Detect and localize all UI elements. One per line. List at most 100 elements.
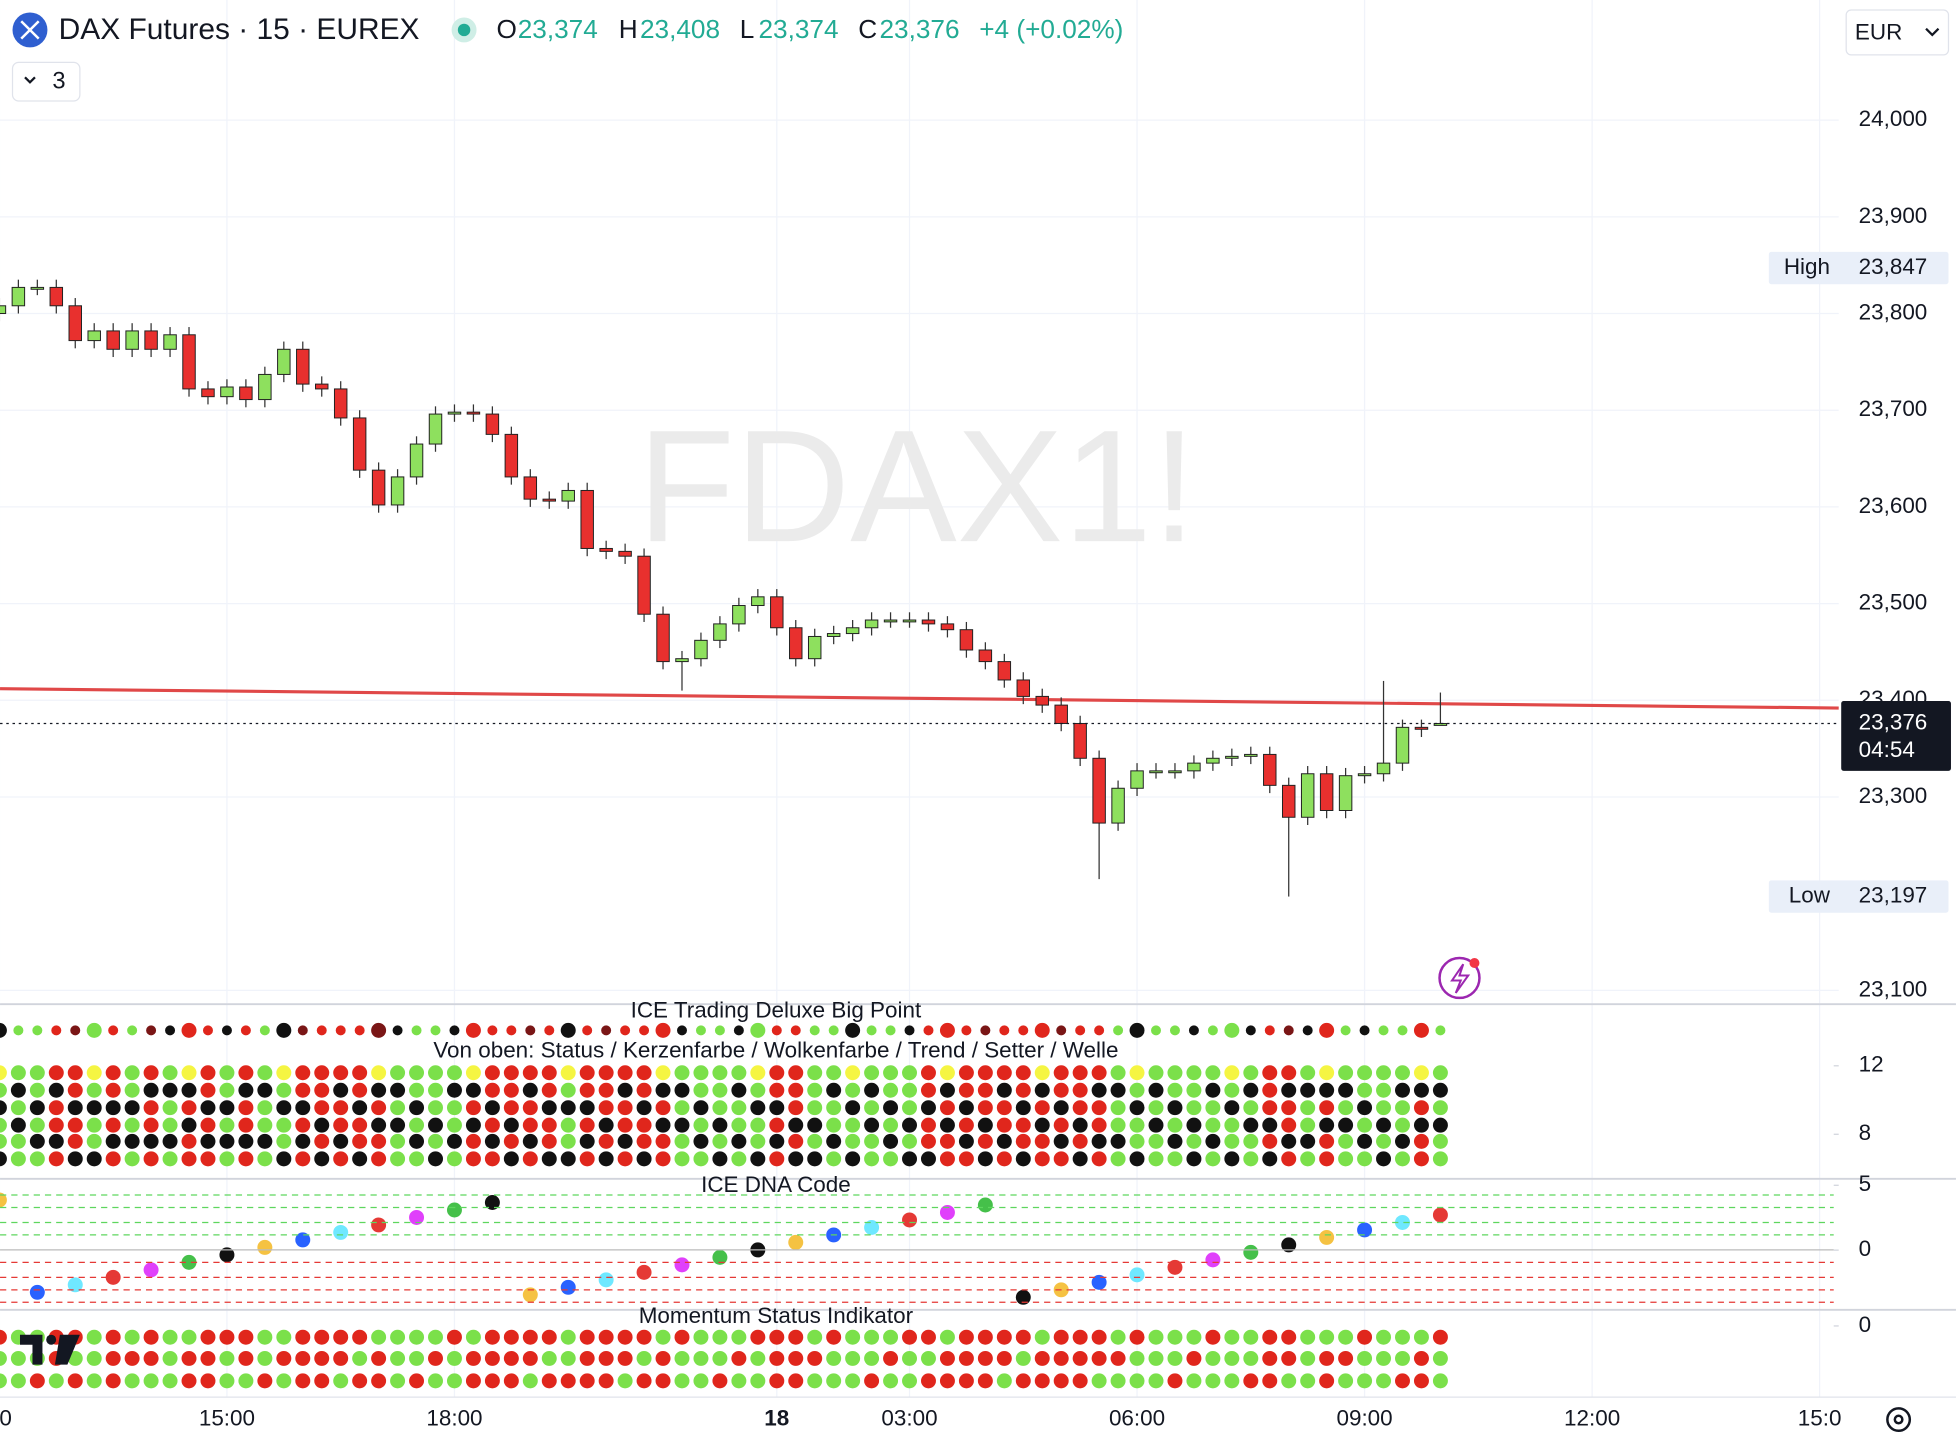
- indicator-dot: [522, 1151, 538, 1167]
- indicator-dot: [788, 1234, 804, 1250]
- indicator-dot: [731, 1082, 747, 1098]
- indicator-dot: [257, 1329, 273, 1345]
- indicator-dot: [636, 1264, 652, 1280]
- indicator-dot: [1413, 1022, 1429, 1038]
- indicator-dot: [465, 1350, 481, 1366]
- indicator-dot: [10, 1065, 26, 1081]
- indicator-dot: [409, 1209, 425, 1225]
- indicator-dot: [257, 1151, 273, 1167]
- indicator-dot: [939, 1329, 955, 1345]
- alert-button[interactable]: [1438, 956, 1481, 1000]
- indicator-dot: [1338, 1082, 1354, 1098]
- indicator-dot: [977, 1082, 993, 1098]
- indicator-dot: [487, 1025, 498, 1036]
- y-tick-label: 23,100: [1859, 976, 1928, 1001]
- indicator-dot: [257, 1350, 273, 1366]
- indicator-dot: [1357, 1117, 1373, 1133]
- indicator-dot: [10, 1133, 26, 1149]
- indicator-dot: [750, 1065, 766, 1081]
- indicator-dot: [1186, 1065, 1202, 1081]
- candle-body: [0, 305, 7, 315]
- candle-body: [1073, 722, 1087, 759]
- settings-button[interactable]: [1886, 1407, 1912, 1433]
- indicator-dot: [617, 1350, 633, 1366]
- indicator-dot: [731, 1133, 747, 1149]
- indicator-dot: [1015, 1151, 1031, 1167]
- indicator-dot: [354, 1025, 365, 1036]
- indicator-dot: [333, 1373, 349, 1389]
- candle-body: [1376, 762, 1391, 775]
- indicator-dot: [541, 1329, 557, 1345]
- indicator-dot: [484, 1151, 500, 1167]
- indicator-dot: [219, 1373, 235, 1389]
- indicator-dot: [674, 1329, 690, 1345]
- indicator-dot: [996, 1151, 1012, 1167]
- indicator-dot: [390, 1350, 406, 1366]
- indicator-dot: [1148, 1082, 1164, 1098]
- indicator-dot: [864, 1350, 880, 1366]
- indicator-dot: [1224, 1082, 1240, 1098]
- indicator-dot: [200, 1151, 216, 1167]
- indicator-dot: [105, 1065, 121, 1081]
- indicator-dot: [712, 1249, 728, 1265]
- indicator-dot: [1075, 1025, 1086, 1036]
- indicator-dot: [1300, 1117, 1316, 1133]
- indicator-dot: [1262, 1329, 1278, 1345]
- indicator-dot: [579, 1117, 595, 1133]
- indicator-dot: [1205, 1329, 1221, 1345]
- indicator-dot: [371, 1373, 387, 1389]
- interval-button[interactable]: 3: [11, 61, 81, 102]
- candle-body: [902, 619, 917, 623]
- candle-body: [751, 596, 765, 607]
- indicator-dot: [769, 1082, 785, 1098]
- indicator-dot: [1395, 1350, 1410, 1366]
- indicator-dot: [883, 1082, 899, 1098]
- indicator-dot: [1432, 1207, 1448, 1223]
- indicator-dot: [1072, 1100, 1088, 1116]
- indicator-dot: [636, 1373, 652, 1389]
- indicator-dot: [314, 1151, 330, 1167]
- indicator-dot: [29, 1082, 45, 1098]
- indicator-dot: [1113, 1025, 1124, 1036]
- indicator-dot: [1091, 1329, 1107, 1345]
- indicator-dot: [1015, 1350, 1031, 1366]
- indicator-dot: [257, 1117, 273, 1133]
- indicator-dot: [920, 1373, 936, 1389]
- indicator-dot: [32, 1025, 43, 1036]
- indicator-dot: [409, 1151, 425, 1167]
- indicator-dot: [939, 1350, 955, 1366]
- indicator-dot: [1110, 1373, 1126, 1389]
- indicator-dot: [655, 1329, 671, 1345]
- indicator-dot: [1243, 1151, 1259, 1167]
- candle-body: [826, 633, 841, 637]
- indicator-dot: [352, 1133, 368, 1149]
- pane-tick-label: 0: [1859, 1236, 1871, 1261]
- indicator-dot: [920, 1082, 936, 1098]
- indicator-dot: [693, 1100, 709, 1116]
- indicator-dot: [845, 1100, 861, 1116]
- indicator-dot: [465, 1022, 481, 1038]
- indicator-dot: [105, 1373, 121, 1389]
- indicator-dot: [598, 1065, 614, 1081]
- indicator-dot: [1205, 1117, 1221, 1133]
- currency-button[interactable]: EUR: [1845, 9, 1950, 56]
- indicator-dot: [1034, 1082, 1050, 1098]
- indicator-dot: [636, 1350, 652, 1366]
- indicator-dot: [977, 1133, 993, 1149]
- indicator-dot: [105, 1117, 121, 1133]
- indicator-dot: [1245, 1025, 1256, 1036]
- indicator-dot: [693, 1151, 709, 1167]
- indicator-dot: [977, 1117, 993, 1133]
- indicator-dot: [522, 1133, 538, 1149]
- indicator-dot: [143, 1133, 159, 1149]
- indicator-dot: [1110, 1065, 1126, 1081]
- indicator-dot: [620, 1025, 631, 1036]
- indicator-dot: [1205, 1133, 1221, 1149]
- indicator-dot: [276, 1117, 292, 1133]
- indicator-dot: [86, 1065, 102, 1081]
- indicator-dot: [1319, 1373, 1335, 1389]
- candle-body: [1054, 704, 1068, 724]
- candle-body: [807, 635, 822, 660]
- indicator-dot: [484, 1117, 500, 1133]
- indicator-dot: [390, 1100, 406, 1116]
